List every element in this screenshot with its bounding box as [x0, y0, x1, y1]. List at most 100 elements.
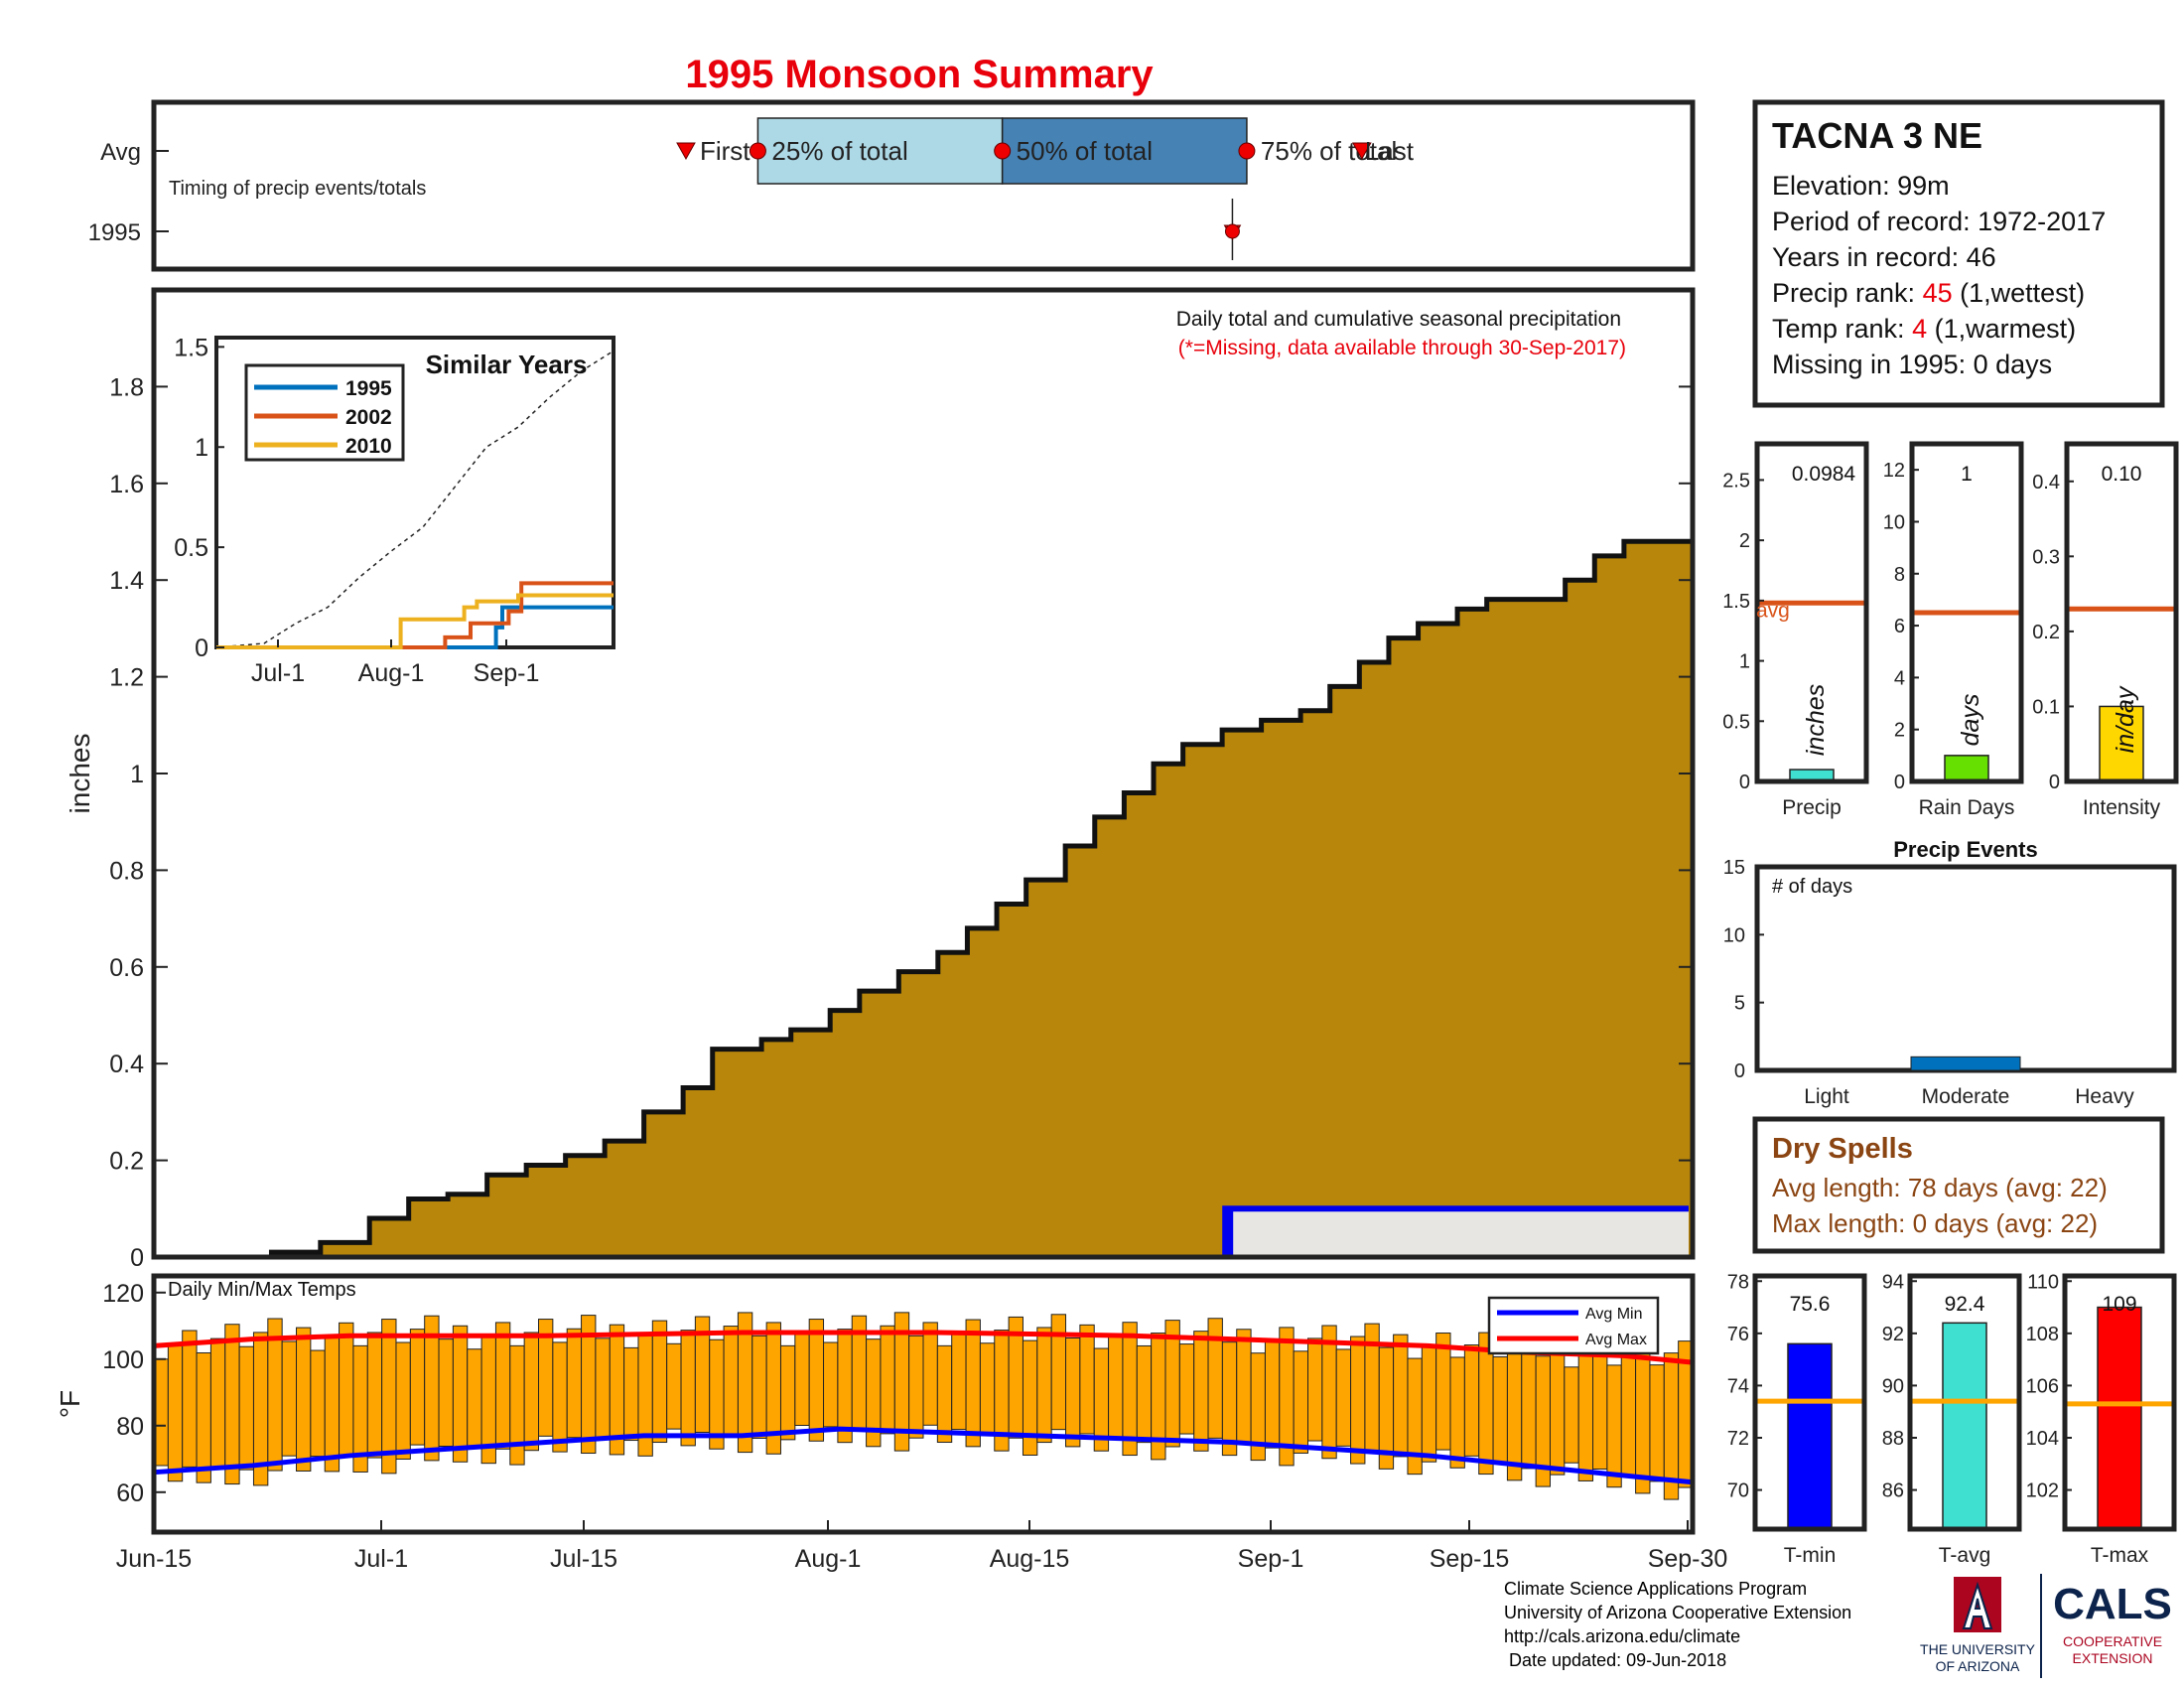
temps-label: Daily Min/Max Temps	[168, 1279, 356, 1301]
figure-title: 1995 Monsoon Summary	[685, 53, 1154, 96]
inset-legend-label-1995: 1995	[345, 377, 392, 400]
temp-range-bar	[1635, 1339, 1651, 1494]
temp-range-bar	[880, 1325, 895, 1435]
temp-range-bar	[979, 1342, 996, 1435]
temp-range-bar	[1592, 1340, 1608, 1470]
temp-range-bar	[395, 1341, 411, 1460]
temp-range-bar	[1506, 1343, 1523, 1481]
temp-range-bar	[922, 1322, 938, 1426]
x-tick-label-7: Sep-30	[1648, 1545, 1728, 1573]
temp-range-bar	[409, 1329, 426, 1446]
temp-bar-charts: 70 72 74 76 78 75.6 T-min 86 88 90 92 94 92.4 T-avg 10…	[1727, 1271, 2177, 1567]
tbar-0-y-tick-label-4: 78	[1727, 1271, 1749, 1293]
station-elevation: Elevation: 99m	[1772, 171, 1950, 201]
tbar-2-y-tick-label-1: 104	[2026, 1428, 2059, 1450]
tbar-2-y-tick-label-4: 110	[2027, 1271, 2059, 1293]
tbar-1-y-tick-label-3: 92	[1882, 1324, 1904, 1345]
avg-last-label: Last	[1365, 136, 1415, 166]
avg-first-label: First	[700, 136, 751, 166]
tbar-value-2: 109	[2102, 1293, 2136, 1316]
mini-1-y-tick-label-3: 6	[1894, 616, 1905, 637]
year-total-area	[1225, 1208, 1689, 1257]
tbar-2-y-tick-label-2: 106	[2026, 1375, 2059, 1397]
inset-legend-label-2002: 2002	[345, 406, 392, 429]
station-missing: Missing in 1995: 0 days	[1772, 350, 2052, 379]
temp-range-bar	[1549, 1342, 1566, 1476]
temp-range-bar	[595, 1337, 611, 1440]
tbar-label-1: T-avg	[1939, 1544, 1991, 1567]
tbar-label-0: T-min	[1784, 1544, 1837, 1567]
mini-2-y-tick-label-3: 0.3	[2032, 546, 2060, 568]
mini-1-y-tick-label-6: 12	[1883, 460, 1905, 482]
temp-range-bar	[452, 1325, 469, 1463]
temp-range-bar	[837, 1329, 853, 1444]
station-frame	[1752, 99, 2165, 408]
temps-y-tick-label-3: 120	[102, 1280, 144, 1308]
temp-range-bar	[1221, 1341, 1238, 1457]
temp-range-bar	[651, 1320, 668, 1444]
temp-range-bar	[709, 1338, 725, 1450]
main-y-axis-label: inches	[65, 734, 95, 814]
temp-range-bar	[467, 1348, 482, 1449]
mini-label-1: Rain Days	[1919, 796, 2015, 819]
temp-range-bar	[1050, 1314, 1067, 1431]
temps-y-axis-label: °F	[55, 1390, 85, 1418]
dry-title: Dry Spells	[1772, 1133, 1913, 1165]
avg-25-50-box	[756, 117, 1004, 185]
temp-range-bar	[1492, 1356, 1508, 1464]
temp-range-bar	[494, 1322, 511, 1450]
temp-range-bar	[224, 1324, 240, 1485]
tbar-0-y-tick-label-3: 76	[1727, 1324, 1749, 1345]
ua-name-line-1: THE UNIVERSITY	[1920, 1641, 2036, 1657]
x-tick-label-1: Jul-1	[354, 1545, 408, 1573]
cals-logo-text: CALS	[2053, 1580, 2172, 1628]
temp-range-bar	[1435, 1333, 1451, 1451]
temp-range-bar	[339, 1322, 354, 1458]
tbar-0-y-tick-label-0: 70	[1727, 1480, 1749, 1502]
main-y-tick-label-1: 0.2	[109, 1148, 144, 1176]
avg-min-line	[153, 1426, 1694, 1485]
tbar-1-y-tick-label-4: 94	[1882, 1271, 1904, 1293]
temp-range-bar	[1335, 1348, 1352, 1447]
ua-a-letter-icon	[1962, 1581, 1993, 1629]
temps-y-tick-label-1: 80	[116, 1413, 144, 1441]
main-y-tick-label-9: 1.8	[109, 373, 144, 401]
main-y-tick-label-2: 0.4	[109, 1051, 144, 1078]
footer-line-2: University of Arizona Cooperative Extens…	[1504, 1603, 1851, 1622]
tbar-1-y-tick-label-1: 88	[1882, 1428, 1904, 1450]
temp-range-bar	[1236, 1329, 1252, 1444]
x-tick-label-0: Jun-15	[116, 1545, 192, 1573]
mini-1-y-tick-label-2: 4	[1894, 667, 1905, 689]
avg-50-label: 50% of total	[1017, 136, 1153, 166]
mini-label-0: Precip	[1782, 796, 1842, 819]
tbar-frame-2	[2062, 1273, 2177, 1532]
temp-range-bar	[366, 1332, 383, 1459]
inset-y-tick-label-1: 0.5	[174, 534, 208, 562]
temp-range-bar	[908, 1335, 924, 1439]
tbar-frame-1	[1907, 1273, 2022, 1532]
inset-series-line-2010	[216, 593, 614, 649]
temp-range-bar	[267, 1318, 283, 1472]
events-y-tick-label-0: 0	[1734, 1060, 1745, 1082]
mini-0-y-tick-label-0: 0	[1739, 772, 1750, 793]
temp-range-bar	[438, 1338, 454, 1448]
inset-title: Similar Years	[426, 350, 588, 379]
avg-50-marker	[994, 142, 1012, 160]
dry-spells-panel: Dry Spells Avg length: 78 days (avg: 22) M…	[1752, 1116, 2165, 1254]
temp-range-bar	[1079, 1324, 1095, 1435]
temp-rank-suffix: (1,warmest)	[1927, 314, 2076, 344]
avg-25-label: 25% of total	[771, 136, 907, 166]
temp-range-bar	[779, 1344, 796, 1441]
temp-range-bar	[1307, 1337, 1323, 1442]
timing-caption: Timing of precip events/totals	[169, 178, 426, 200]
legend-avg-max-label: Avg Max	[1585, 1332, 1647, 1348]
temp-range-bar	[951, 1332, 967, 1431]
temp-range-bar	[936, 1344, 953, 1444]
main-y-tick-label-0: 0	[130, 1244, 144, 1272]
tbar-bar-0	[1787, 1342, 1833, 1530]
tbar-1-y-tick-label-2: 90	[1882, 1375, 1904, 1397]
temp-range-bar	[808, 1319, 825, 1442]
main-y-tick-label-7: 1.4	[109, 567, 144, 595]
inset-y-tick-label-0: 0	[195, 634, 208, 662]
avg-75-label: 75% of total	[1261, 136, 1397, 166]
